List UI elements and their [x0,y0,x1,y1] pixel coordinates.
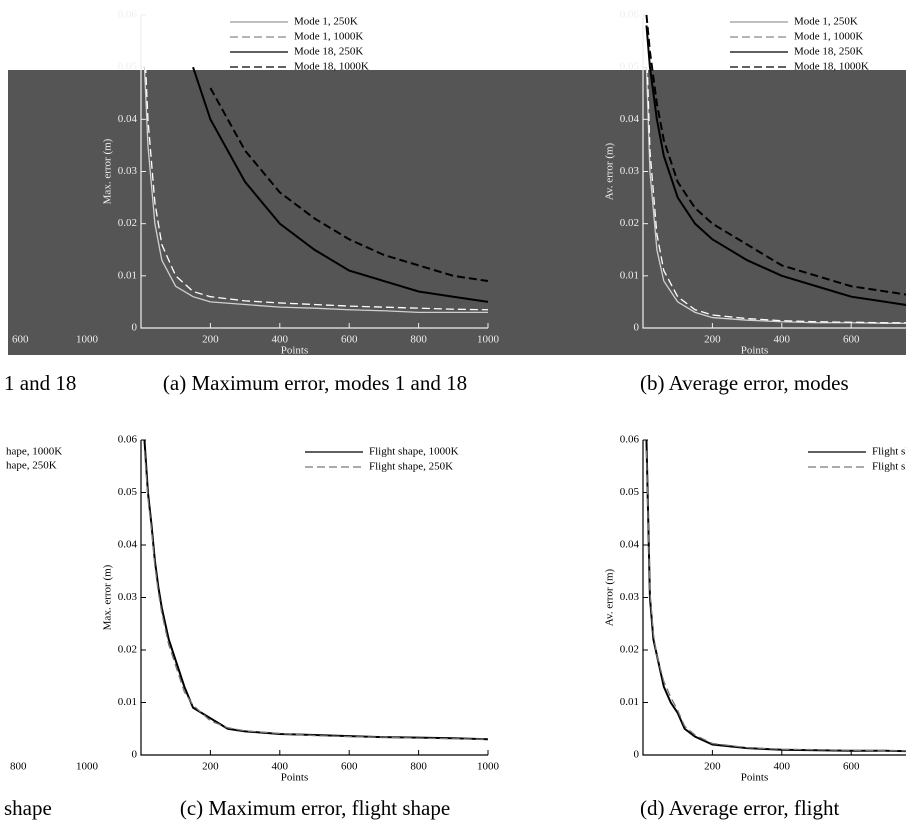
y-tick-label: 0.02 [620,217,639,229]
x-tick-label: 200 [202,334,219,346]
y-tick-label: 0.01 [620,696,639,708]
legend-label: Flight shape, 250K [872,461,906,473]
y-tick-label: 0.01 [620,269,639,281]
y-axis-label: Av. error (m) [604,142,616,200]
y-tick-label: 0.06 [118,9,138,21]
y-tick-label: 0.01 [118,696,137,708]
caption: (b) Average error, modes [640,371,849,395]
chart: 0 0.01 0.02 0.03 0.04 0.05 0.06 200 400 600 Points… [604,9,906,357]
y-tick-label: 0.03 [620,165,640,177]
y-tick-label: 0 [132,322,138,334]
x-tick-label: 400 [272,334,289,346]
caption: (c) Maximum error, flight shape [180,796,450,820]
x-axis-label: Points [741,345,769,357]
series-line [209,87,489,283]
y-tick-label: 0.06 [620,434,640,446]
y-axis-label: Av. error (m) [604,568,616,626]
legend-label: Mode 1, 1000K [294,31,363,43]
x-tick-label: 400 [272,761,289,773]
x-tick-label: 800 [410,761,427,773]
series-line [645,14,906,296]
y-tick-label: 0.05 [118,61,138,73]
series-line [645,41,906,324]
chart: 0 0.01 0.02 0.03 0.04 0.05 0.06 200 400 600 Points… [604,434,906,784]
y-axis-label: Max. error (m) [102,564,114,630]
legend-label: Mode 18, 250K [794,46,863,58]
dark-panel [8,70,906,355]
x-tick-label: 600 [843,334,860,346]
legend-label: Mode 1, 1000K [794,31,863,43]
x-tick-label: 600 [341,334,358,346]
x-tick-label: 200 [704,761,721,773]
tick-fragment: 1000 [76,334,99,346]
caption: (d) Average error, flight [640,796,840,820]
tick-fragment: 600 [12,334,29,346]
series-line [645,439,906,753]
caption-fragment: shape [4,796,52,820]
y-tick-label: 0.06 [118,434,138,446]
y-tick-label: 0.04 [620,539,640,551]
x-tick-label: 800 [410,334,427,346]
legend-label: Mode 1, 250K [794,16,858,28]
y-tick-label: 0.05 [118,486,138,498]
y-axis-label: Max. error (m) [102,138,114,204]
x-tick-label: 600 [843,761,860,773]
legend-label: Mode 18, 250K [294,46,363,58]
y-tick-label: 0.03 [118,165,138,177]
y-tick-label: 0.04 [620,113,640,125]
series-line [645,25,906,306]
x-tick-label: 200 [202,761,219,773]
y-tick-label: 0.04 [118,539,138,551]
y-tick-label: 0 [634,749,640,761]
y-tick-label: 0.04 [118,113,138,125]
x-axis-label: Points [281,772,309,784]
y-tick-label: 0.02 [118,644,137,656]
x-tick-label: 600 [341,761,358,773]
legend-label: Mode 18, 1000K [294,61,369,73]
y-tick-label: 0.01 [118,269,137,281]
tick-fragment: 1000 [76,761,99,773]
tick-fragment: 800 [10,761,27,773]
x-tick-label: 200 [704,334,721,346]
series-line [645,67,906,324]
legend-fragment: hape, 250K [6,460,57,472]
series-line [143,41,489,311]
y-tick-label: 0 [634,322,640,334]
y-tick-label: 0.03 [118,591,138,603]
legend-label: Flight shape, 1000K [872,446,906,458]
y-tick-label: 0.02 [620,644,639,656]
series-line [143,450,489,740]
legend-fragment: hape, 1000K [6,446,62,458]
caption-fragment: 1 and 18 [4,371,76,395]
y-tick-label: 0.03 [620,591,640,603]
left-fragments: 1 and 18 shape 600 1000 800 1000 hape, 1… [4,334,99,820]
legend-label: Flight shape, 1000K [369,446,459,458]
y-tick-label: 0 [132,749,138,761]
x-tick-label: 1000 [477,334,500,346]
x-axis-label: Points [741,772,769,784]
series-line [645,450,906,752]
y-tick-label: 0.02 [118,217,137,229]
legend-label: Flight shape, 250K [369,461,453,473]
x-tick-label: 400 [774,334,791,346]
x-tick-label: 400 [774,761,791,773]
series-line [143,67,488,313]
series-line [192,66,489,303]
x-tick-label: 1000 [477,761,500,773]
axes [642,440,906,756]
chart: 0 0.01 0.02 0.03 0.04 0.05 0.06 200 400 600 800 100… [102,9,500,357]
y-tick-label: 0.05 [620,61,640,73]
legend-label: Mode 18, 1000K [794,61,869,73]
legend-label: Mode 1, 250K [294,16,358,28]
caption: (a) Maximum error, modes 1 and 18 [163,371,467,395]
x-axis-label: Points [281,345,309,357]
series-line [143,439,489,741]
y-tick-label: 0.06 [620,9,640,21]
chart: 0 0.01 0.02 0.03 0.04 0.05 0.06 200 400 600 800 100… [102,434,500,784]
y-tick-label: 0.05 [620,486,640,498]
